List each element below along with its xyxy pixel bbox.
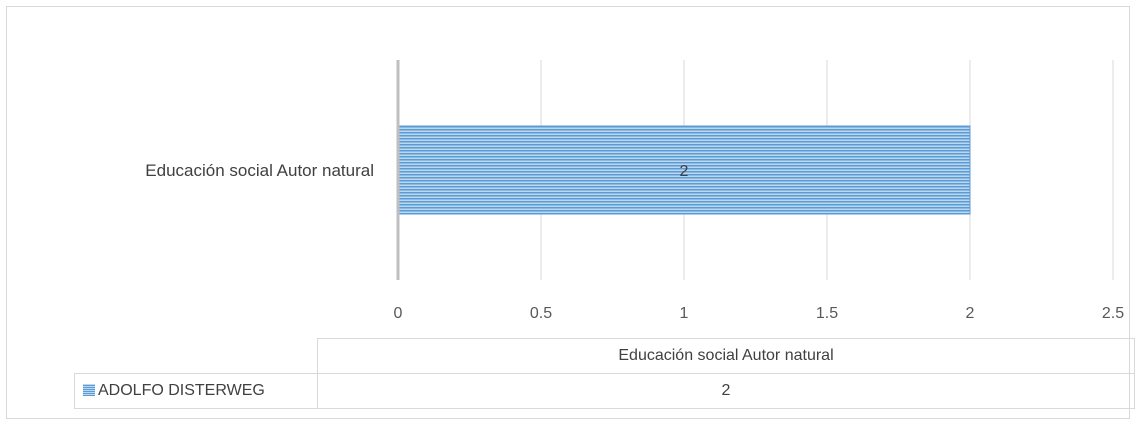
x-tick-label: 2 bbox=[966, 305, 975, 322]
category-label: Educación social Autor natural bbox=[145, 161, 374, 180]
x-tick-label: 0 bbox=[394, 305, 403, 322]
x-tick-label: 0.5 bbox=[530, 305, 552, 322]
data-table-category-header: Educación social Autor natural bbox=[317, 338, 1135, 374]
x-tick-label: 1.5 bbox=[816, 305, 838, 322]
x-tick-label: 1 bbox=[680, 305, 689, 322]
data-table-series-name: ADOLFO DISTERWEG bbox=[74, 373, 318, 409]
legend-key-icon bbox=[83, 384, 95, 396]
x-tick-label: 2.5 bbox=[1102, 305, 1124, 322]
data-table-value: 2 bbox=[317, 373, 1135, 409]
data-table-corner bbox=[74, 338, 318, 374]
data-table: Educación social Autor natural ADOLFO DI… bbox=[74, 338, 1135, 409]
legend-series-label: ADOLFO DISTERWEG bbox=[98, 382, 265, 399]
data-label: 2 bbox=[680, 163, 689, 180]
x-axis-tick-labels: 0 0.5 1 1.5 2 2.5 bbox=[394, 305, 1125, 322]
